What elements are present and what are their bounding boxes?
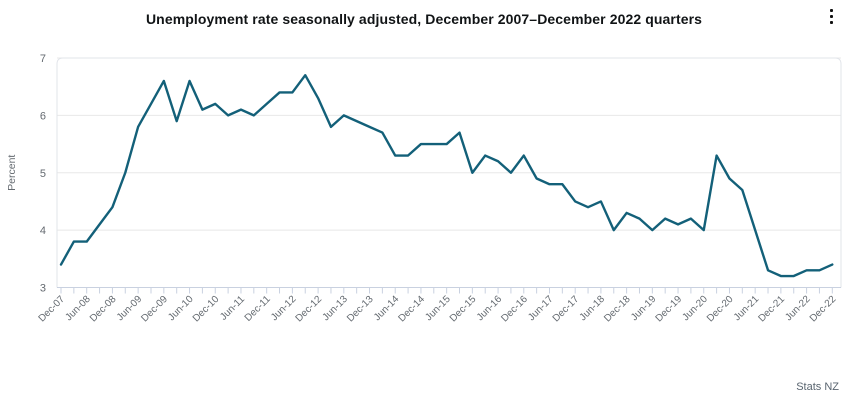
line-chart: Dec-07Jun-08Dec-08Jun-09Dec-09Jun-10Dec-… [6,53,842,325]
x-axis-label: Dec-19 [654,294,685,325]
y-axis-label: 7 [40,53,46,65]
x-axis-label: Dec-14 [396,294,427,325]
x-axis-label: Jun-14 [372,294,402,324]
x-axis-label: Jun-13 [321,294,351,324]
x-axis-label: Dec-17 [551,294,582,325]
x-axis-label: Jun-21 [732,294,762,324]
source-label: Stats NZ [796,381,839,393]
x-axis-label: Dec-18 [602,294,633,325]
x-axis-label: Jun-20 [680,294,710,324]
x-axis-label: Dec-12 [294,294,325,325]
x-axis-label: Jun-10 [166,294,196,324]
x-axis-label: Dec-21 [756,294,787,325]
x-axis-label: Jun-16 [475,294,505,324]
x-axis-label: Jun-22 [783,294,813,324]
kebab-dot [829,21,833,24]
x-axis-label: Jun-17 [526,294,556,324]
chart-title: Unemployment rate seasonally adjusted, D… [145,11,703,27]
x-axis-label: Dec-13 [345,294,376,325]
x-axis-label: Jun-19 [629,294,659,324]
x-axis-label: Dec-16 [499,294,530,325]
y-axis-label: 3 [40,283,46,295]
kebab-menu-icon[interactable] [823,8,839,31]
x-axis-label: Dec-20 [705,294,736,325]
y-axis-label: 4 [40,225,46,237]
x-axis-label: Dec-09 [139,294,170,325]
kebab-dot [829,9,833,12]
x-axis-label: Jun-18 [578,294,608,324]
x-axis-label: Jun-12 [269,294,299,324]
y-axis-label: 6 [40,110,46,122]
plot-border [56,57,842,288]
x-axis-label: Dec-07 [37,294,68,325]
x-axis-label: Jun-15 [423,294,453,324]
x-axis-label: Jun-11 [218,294,247,323]
x-axis-label: Dec-11 [243,294,273,324]
x-axis-label: Dec-08 [88,294,119,325]
y-axis-label: 5 [40,168,46,180]
series-line [59,74,834,278]
x-axis-label: Dec-22 [808,294,839,325]
kebab-dot [829,15,833,18]
x-axis-label: Jun-09 [115,294,145,324]
x-axis-label: Dec-15 [448,294,479,325]
x-axis-label: Jun-08 [63,294,93,324]
x-axis-label: Dec-10 [191,294,222,325]
y-axis-title: Percent [6,155,18,191]
